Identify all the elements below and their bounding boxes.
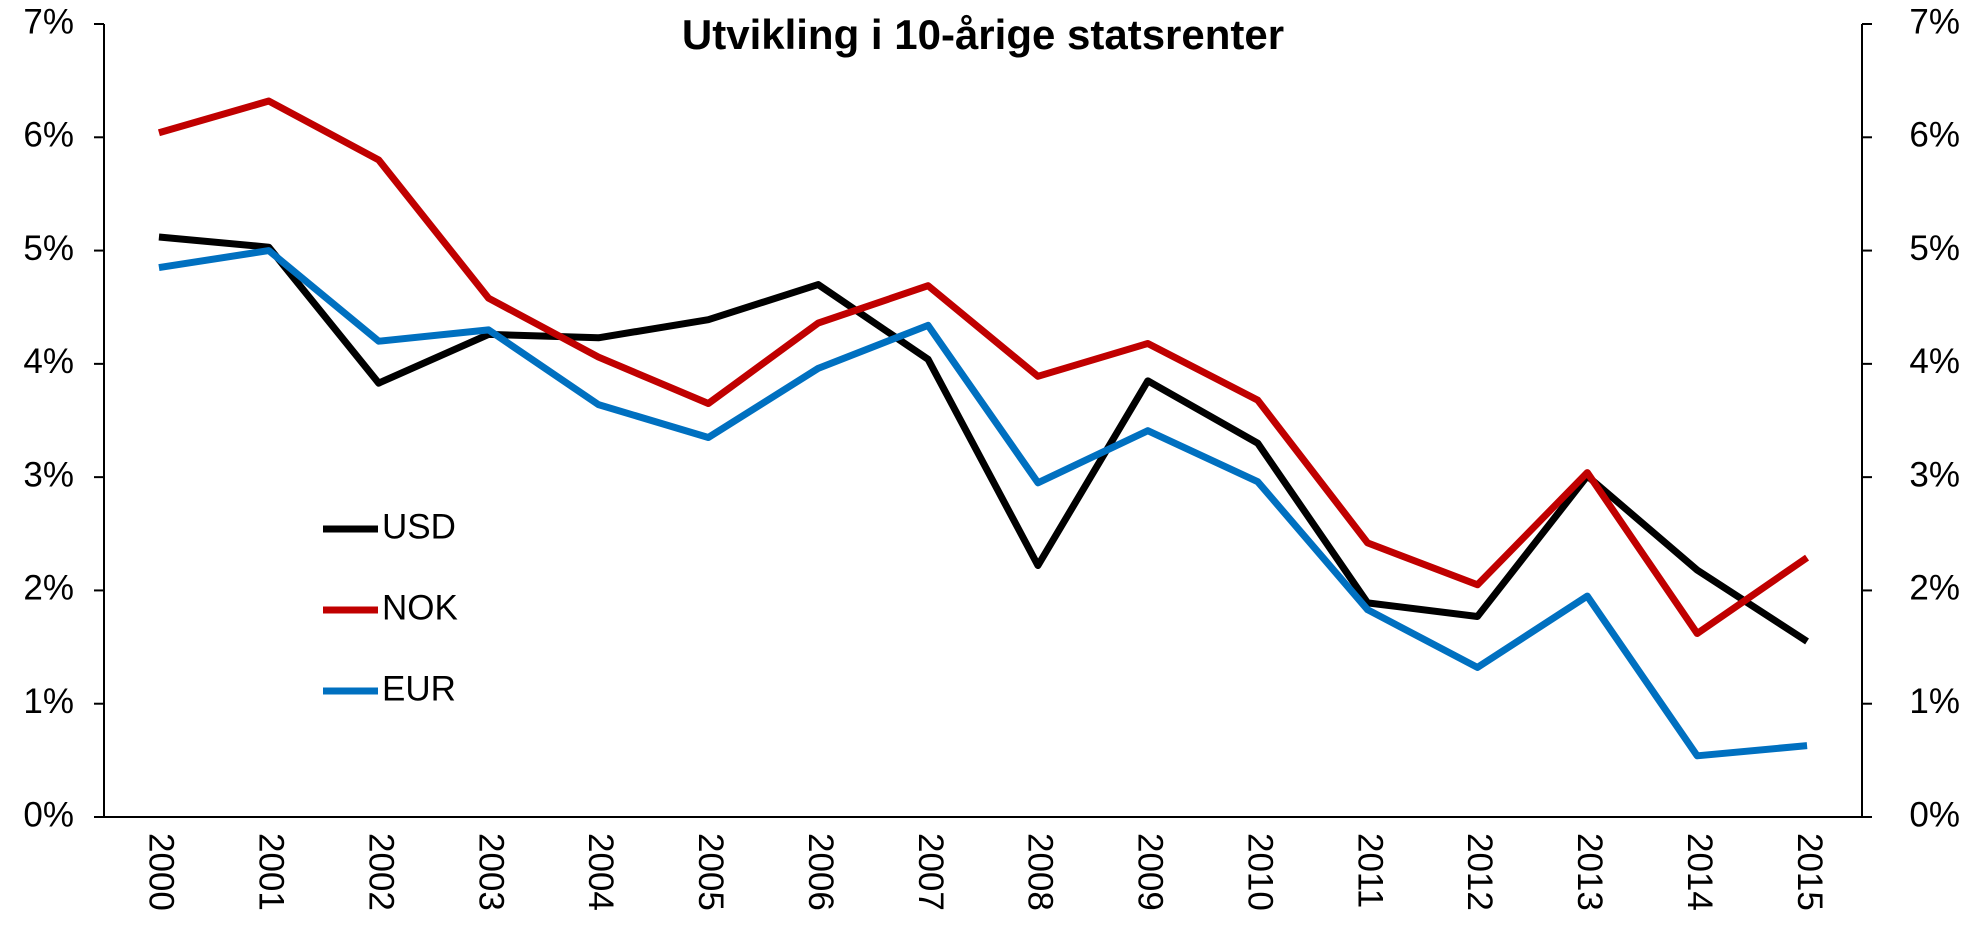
y-tick-label: 1% <box>23 682 74 721</box>
x-tick-label: 2014 <box>1680 833 1719 911</box>
chart-title: Utvikling i 10-årige statsrenter <box>682 11 1284 58</box>
x-tick-label: 2001 <box>252 833 291 911</box>
x-tick-label: 2009 <box>1131 833 1170 911</box>
legend-label: USD <box>382 507 456 546</box>
x-tick-label: 2010 <box>1240 833 1279 911</box>
x-tick-label: 2012 <box>1460 833 1499 911</box>
x-tick-label: 2000 <box>142 833 181 911</box>
x-tick-label: 2011 <box>1350 833 1389 908</box>
y2-tick-label: 4% <box>1909 342 1960 381</box>
x-tick-label: 2006 <box>801 833 840 911</box>
y2-tick-label: 3% <box>1909 455 1960 494</box>
y2-tick-label: 0% <box>1909 795 1960 834</box>
y-tick-label: 4% <box>23 342 74 381</box>
y2-tick-label: 1% <box>1909 682 1960 721</box>
y2-tick-label: 6% <box>1909 116 1960 155</box>
series-line <box>157 97 1810 637</box>
y2-tick-label: 7% <box>1909 2 1960 41</box>
y-tick-label: 5% <box>23 229 74 268</box>
y-tick-label: 7% <box>23 2 74 41</box>
y-tick-label: 2% <box>23 569 74 608</box>
y2-tick-label: 5% <box>1909 229 1960 268</box>
series-line <box>158 247 1808 760</box>
x-tick-label: 2015 <box>1790 833 1829 911</box>
x-tick-label: 2008 <box>1021 833 1060 911</box>
y-tick-label: 0% <box>23 795 74 834</box>
y2-tick-label: 2% <box>1909 569 1960 608</box>
x-tick-label: 2003 <box>471 833 510 911</box>
legend-label: NOK <box>382 588 458 627</box>
x-tick-label: 2004 <box>581 833 620 911</box>
y-tick-label: 6% <box>23 116 74 155</box>
x-tick-label: 2013 <box>1570 833 1609 911</box>
x-tick-label: 2002 <box>361 833 400 911</box>
y-tick-label: 3% <box>23 455 74 494</box>
x-tick-label: 2005 <box>691 833 730 911</box>
legend-label: EUR <box>382 669 456 708</box>
series-line <box>158 233 1809 645</box>
x-tick-label: 2007 <box>911 833 950 911</box>
